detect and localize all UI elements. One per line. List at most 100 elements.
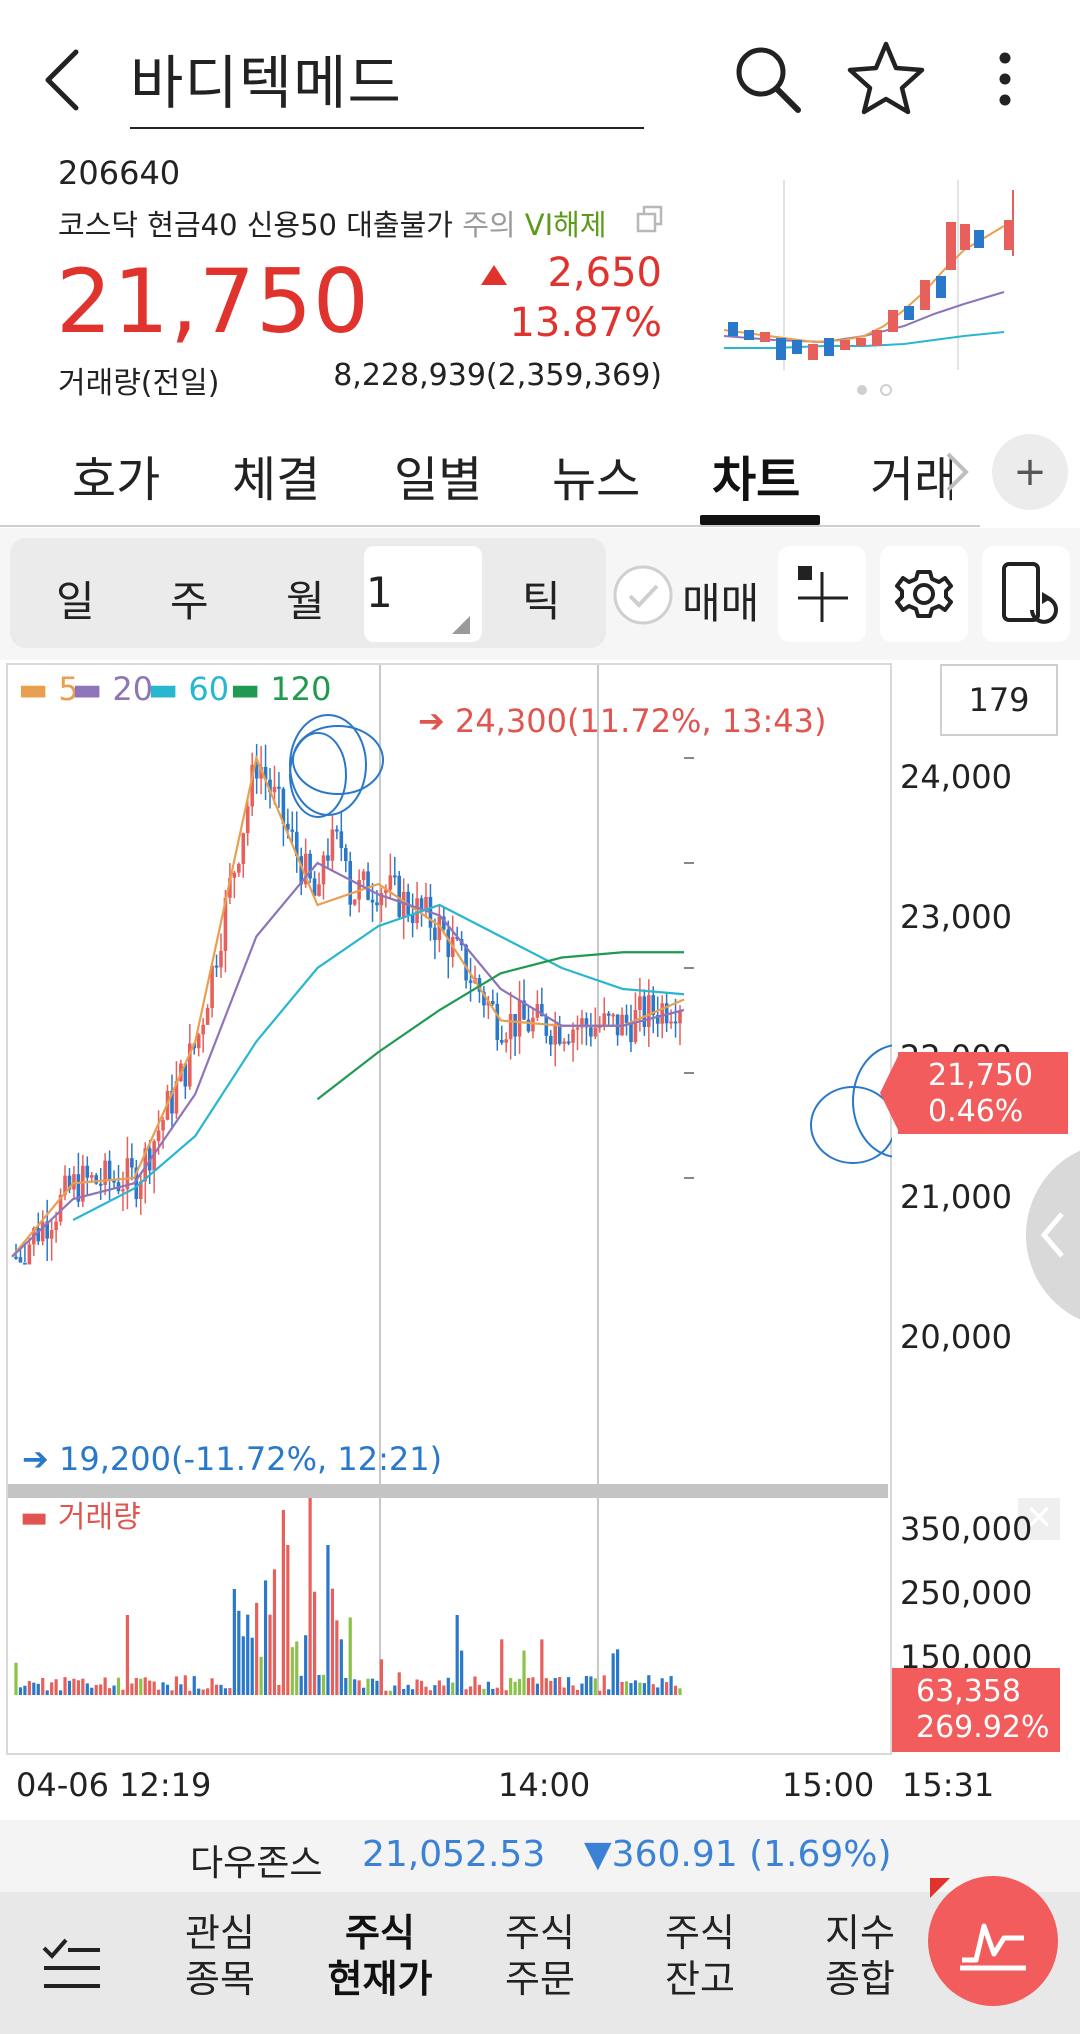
candle-body [343, 847, 348, 862]
chart-settings-button[interactable] [880, 546, 968, 642]
mini-candle-chart[interactable] [714, 180, 1024, 370]
candle-body [23, 1262, 27, 1265]
chart-fab-button[interactable] [928, 1876, 1058, 2006]
candle-body [678, 1010, 682, 1024]
candle-body [112, 1180, 116, 1183]
volume-bar [464, 1689, 468, 1695]
candle-body [187, 1043, 192, 1087]
volume-bar [624, 1681, 629, 1695]
volume-bar [584, 1675, 589, 1695]
volume-bar [241, 1636, 245, 1695]
close-volume-pane-icon[interactable]: ✕ [1018, 1498, 1060, 1540]
stock-name-input[interactable]: 바디텍메드 [130, 49, 402, 117]
volume-bar [589, 1676, 593, 1695]
chart-rotate-button[interactable] [982, 546, 1070, 642]
side-panel-handle[interactable] [1026, 1142, 1080, 1328]
up-triangle-icon [480, 264, 508, 286]
volume-bar [317, 1675, 321, 1695]
crosshair-button[interactable] [778, 546, 866, 642]
candle-body [210, 965, 214, 1009]
back-arrow-icon[interactable] [36, 40, 96, 120]
tab-chart[interactable]: 차트 [712, 452, 801, 508]
volume-bar [673, 1685, 678, 1695]
volume-bar [188, 1690, 192, 1695]
price-chart-svg[interactable] [8, 665, 892, 1755]
volume-bar [50, 1682, 54, 1695]
interval-unit-tick[interactable]: 틱 [522, 577, 561, 626]
volume-bar [295, 1641, 299, 1695]
tab-trade[interactable]: 거래 [870, 452, 952, 508]
volume-bar [107, 1688, 112, 1695]
candle-body [107, 1160, 112, 1181]
favorite-star-icon[interactable] [846, 38, 926, 118]
current-volume-tag: 63,358 269.92% [892, 1668, 1060, 1752]
tab-trades[interactable]: 체결 [232, 452, 321, 508]
candle-body [54, 1221, 58, 1231]
volume-bar [335, 1620, 339, 1695]
candle-body [468, 980, 473, 983]
volume-bar [419, 1680, 424, 1695]
stock-tags: 코스닥 현금40 신용50 대출불가 주의 VI해제 [58, 202, 607, 244]
nav-stock-price[interactable]: 주식 현재가 [327, 1911, 433, 2001]
volume-bar [482, 1688, 486, 1695]
volume-bar [116, 1677, 121, 1695]
volume-bar [45, 1690, 49, 1695]
volume-bar [237, 1610, 241, 1695]
volume-bar [210, 1678, 214, 1695]
volume-bar [63, 1677, 67, 1695]
tab-news[interactable]: 뉴스 [552, 452, 641, 508]
volume-bar [575, 1689, 580, 1695]
volume-bar [642, 1683, 646, 1695]
candle-body [303, 853, 308, 885]
volume-bar [197, 1688, 201, 1695]
fab-corner-mark [930, 1878, 950, 1898]
vi-status-tag: VI해제 [524, 208, 607, 242]
volume-bar [633, 1680, 638, 1695]
candle-body [629, 1022, 633, 1043]
current-price-pointer [880, 1052, 900, 1134]
search-icon[interactable] [728, 40, 808, 120]
candle-body [548, 1035, 553, 1045]
volume-bar [384, 1690, 388, 1695]
trade-checkbox-icon[interactable] [612, 564, 674, 626]
chart-line-icon [960, 1923, 1026, 1971]
candle-body [241, 833, 246, 864]
trade-label[interactable]: 매매 [682, 579, 760, 628]
add-tab-button[interactable]: + [992, 434, 1068, 510]
volume-bar [361, 1687, 366, 1695]
volume-bar [402, 1688, 406, 1695]
candle-body [424, 896, 428, 911]
index-change: ▼360.91 (1.69%) [584, 1834, 892, 1875]
chart-area[interactable] [6, 663, 892, 1755]
nav-stock-balance[interactable]: 주식 잔고 [665, 1911, 735, 2001]
nav-stock-order[interactable]: 주식 주문 [505, 1911, 575, 2001]
candle-body [566, 1041, 571, 1044]
nav-watchlist[interactable]: 관심 종목 [185, 1911, 255, 2001]
legend-ma20: ▬ 20 [72, 670, 154, 708]
candle-body [103, 1160, 107, 1186]
menu-icon[interactable] [40, 1934, 104, 1994]
pane-separator[interactable] [8, 1484, 888, 1498]
margin-cash-tag: 현금40 [147, 208, 238, 242]
ma-line-120 [316, 951, 684, 1101]
period-week[interactable]: 주 [170, 577, 209, 626]
current-price-tag: 21,750 0.46% [898, 1052, 1068, 1134]
tab-daily[interactable]: 일별 [394, 452, 483, 508]
more-options-icon[interactable] [980, 46, 1030, 116]
index-ticker-bar[interactable] [0, 1820, 1080, 1892]
candle-body [272, 786, 277, 793]
visible-bar-count[interactable]: 179 [940, 664, 1058, 736]
volume-bar [446, 1677, 450, 1695]
volume-bar [451, 1682, 455, 1695]
volume-bar [540, 1639, 544, 1695]
candle-body [397, 875, 402, 917]
copy-icon[interactable] [635, 204, 665, 234]
tab-orderbook[interactable]: 호가 [72, 452, 161, 508]
nav-index-summary[interactable]: 지수 종합 [825, 1911, 895, 2001]
period-day[interactable]: 일 [56, 577, 95, 626]
volume-bar [397, 1672, 401, 1695]
chevron-right-icon[interactable] [942, 450, 972, 494]
volume-bar [281, 1510, 285, 1695]
period-month[interactable]: 월 [286, 577, 325, 626]
volume-bar [370, 1678, 375, 1695]
